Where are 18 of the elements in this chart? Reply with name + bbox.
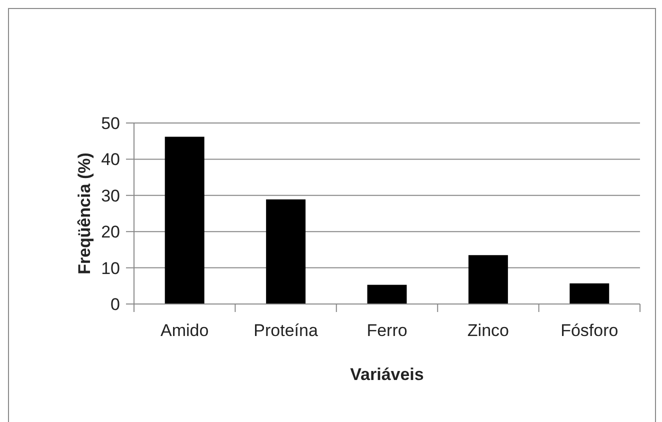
x-tick-label: Proteína — [254, 321, 318, 340]
y-tick-label: 30 — [101, 186, 120, 206]
bar — [570, 283, 610, 304]
x-tick-label: Ferro — [366, 321, 408, 340]
y-tick-label: 40 — [101, 150, 120, 170]
y-tick-label: 50 — [101, 114, 120, 133]
y-tick-label: 10 — [101, 258, 120, 278]
bar — [367, 284, 407, 304]
bar — [468, 255, 508, 304]
bar — [266, 199, 306, 304]
x-tick-label: Zinco — [467, 321, 509, 340]
y-tick-label: 0 — [110, 294, 120, 314]
bar — [164, 136, 204, 304]
x-tick-label: Amido — [160, 321, 209, 340]
y-axis-title: Freqüência (%) — [75, 152, 94, 274]
x-tick-label: Fósforo — [560, 321, 618, 340]
y-tick-label: 20 — [101, 222, 120, 242]
x-axis-title: Variáveis — [350, 365, 424, 384]
